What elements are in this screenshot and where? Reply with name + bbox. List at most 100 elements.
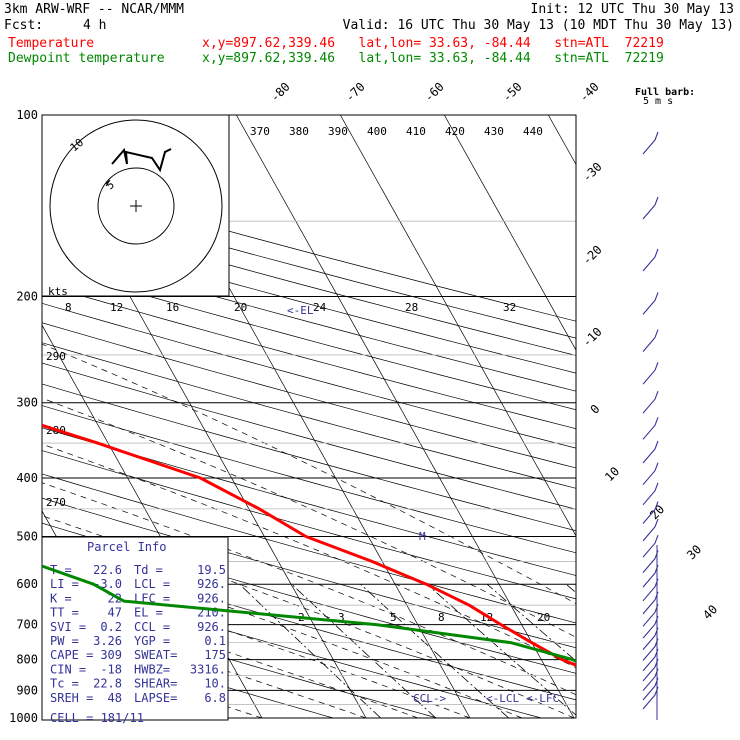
ccl-annotation: CCL-> xyxy=(413,692,446,705)
pressure-label: 200 xyxy=(16,290,38,304)
wind-barb xyxy=(642,462,659,486)
model-title: 3km ARW-WRF -- NCAR/MMM xyxy=(4,2,185,17)
wind-barb xyxy=(642,440,659,464)
mixing-ratio-line xyxy=(426,583,576,716)
isotherm-label: -70 xyxy=(343,80,368,105)
mixing-ratio-line xyxy=(360,583,509,718)
theta-label: 420 xyxy=(445,125,465,138)
parcel-info-key: CIN = xyxy=(50,662,86,676)
parcel-info-key: LI = xyxy=(50,577,79,591)
parcel-info-key: LCL = xyxy=(134,577,170,591)
parcel-info-value: 6.8 xyxy=(204,691,226,705)
theta-label: 390 xyxy=(328,125,348,138)
isotherm-label: 0 xyxy=(588,402,603,417)
isotherm-line xyxy=(548,115,576,166)
parcel-info-key: CCL = xyxy=(134,620,170,634)
wind-barb xyxy=(642,131,659,155)
parcel-info-key: Tc = xyxy=(50,677,79,691)
parcel-info-value: 47 xyxy=(108,606,122,620)
parcel-info-value: 926. xyxy=(197,577,226,591)
legend-temperature-location: x,y=897.62,339.46 lat,lon= 33.63, -84.44… xyxy=(202,36,664,51)
parcel-info-value: 175 xyxy=(204,648,226,662)
valid-time: Valid: 16 UTC Thu 30 May 13 (10 MDT Thu … xyxy=(342,18,734,33)
wind-barb xyxy=(642,501,659,524)
theta-side-label: 270 xyxy=(46,496,66,509)
parcel-info-value: 3.26 xyxy=(93,634,122,648)
fcst-label: Fcst: xyxy=(4,18,44,33)
full-barb-units: 5 m s xyxy=(643,96,673,107)
isotherm-label: -40 xyxy=(577,80,602,105)
theta-label: 430 xyxy=(484,125,504,138)
isotherm-label: 30 xyxy=(684,542,704,562)
mixing-ratio-label: 3 xyxy=(338,611,345,624)
parcel-info-value: 22.8 xyxy=(93,677,122,691)
theta-label: 400 xyxy=(367,125,387,138)
isotherm-label: 10 xyxy=(602,464,622,484)
fcst-hours: 4 h xyxy=(83,18,107,33)
plot-frame xyxy=(41,114,577,719)
hodograph-trace xyxy=(111,147,172,173)
parcel-info-value: 309 xyxy=(100,648,122,662)
wind-barb xyxy=(642,292,659,315)
wind-barb xyxy=(642,248,659,272)
wind-barb xyxy=(642,638,659,661)
isotherm-line xyxy=(236,115,575,718)
theta-label: 370 xyxy=(250,125,270,138)
parcel-info-key: SHEAR= xyxy=(134,677,177,691)
wind-barb xyxy=(642,627,659,650)
wind-speed-tick: 32 xyxy=(503,301,516,314)
wind-speed-tick: 16 xyxy=(166,301,179,314)
isotherm-label: -10 xyxy=(580,325,605,350)
parcel-info-key: SVI = xyxy=(50,620,86,634)
wind-barb xyxy=(642,196,659,220)
mixing-ratio-line xyxy=(565,583,576,594)
mixing-ratio-label: 8 xyxy=(438,611,445,624)
parcel-info-value: 10. xyxy=(204,677,226,691)
moist-adiabat-line xyxy=(42,543,523,718)
parcel-info-value: 3316. xyxy=(190,662,226,676)
m-annotation: M xyxy=(419,530,426,543)
wind-barb xyxy=(642,329,659,352)
wind-speed-tick: 28 xyxy=(405,301,418,314)
mixing-ratio-line xyxy=(239,583,381,718)
parcel-info-value: 0.2 xyxy=(100,620,122,634)
theta-label: 410 xyxy=(406,125,426,138)
theta-label: 440 xyxy=(523,125,543,138)
pressure-label: 300 xyxy=(16,396,38,410)
isotherm-label: -80 xyxy=(268,80,293,105)
temperature-line xyxy=(42,423,576,667)
hodograph-ring-outer xyxy=(49,119,223,293)
pressure-label: 1000 xyxy=(9,711,38,725)
parcel-info-value: 926. xyxy=(197,620,226,634)
wind-speed-tick: 12 xyxy=(110,301,123,314)
pressure-label: 800 xyxy=(16,653,38,667)
el-annotation: <-EL xyxy=(287,304,314,317)
parcel-info-key: EL = xyxy=(134,606,163,620)
isotherm-label: 40 xyxy=(700,602,720,622)
lfc-annotation: <-LFC xyxy=(526,692,559,705)
isotherm-label: -50 xyxy=(500,80,525,105)
parcel-info-key: YGP = xyxy=(134,634,170,648)
pressure-label: 700 xyxy=(16,618,38,632)
pressure-label: 600 xyxy=(16,577,38,591)
parcel-info-key: LAPSE= xyxy=(134,691,177,705)
parcel-info-cell: CELL = 181/11 xyxy=(50,711,144,725)
parcel-info-key: Td = xyxy=(134,563,163,577)
wind-barb-column xyxy=(642,131,659,720)
hodograph-inset: 105 xyxy=(41,114,230,297)
parcel-info-key: HWBZ= xyxy=(134,662,170,676)
wind-barb xyxy=(642,417,659,440)
lcl-annotation: <-LCL xyxy=(486,692,519,705)
isotherm-line xyxy=(444,115,576,351)
isotherm-label: -20 xyxy=(580,243,605,268)
parcel-info-frame xyxy=(41,536,229,721)
parcel-info-key: PW = xyxy=(50,634,79,648)
parcel-info-value: 22.6 xyxy=(93,563,122,577)
legend-dewpoint-location: x,y=897.62,339.46 lat,lon= 33.63, -84.44… xyxy=(202,51,664,66)
legend-temperature: Temperature xyxy=(8,36,95,51)
parcel-info-key: K = xyxy=(50,591,72,605)
wind-barb xyxy=(642,362,659,385)
isotherm-label: -30 xyxy=(580,160,605,185)
